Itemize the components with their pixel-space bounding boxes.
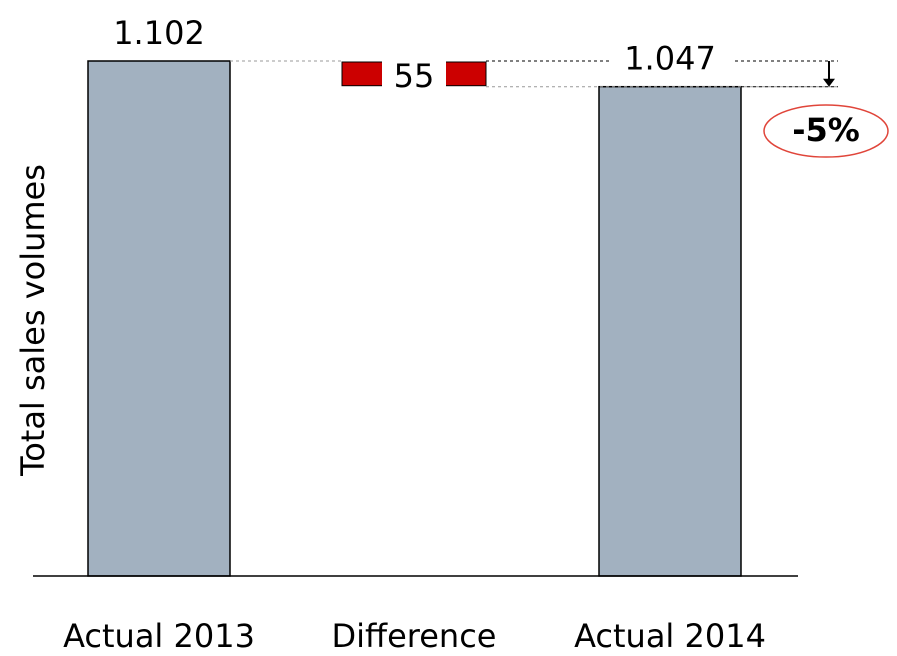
arrow-head [823,78,835,87]
value-label: 1.047 [624,40,716,78]
value-label: 1.102 [113,14,205,52]
x-tick-label: Difference [332,617,497,655]
bar [87,60,231,577]
annotation-circle [763,104,889,158]
x-tick-label: Actual 2013 [63,617,255,655]
annotation: -5% [792,111,860,149]
bar [598,85,742,577]
value-label: 55 [394,57,435,95]
label-bg [382,59,446,93]
x-tick-label: Actual 2014 [574,617,766,655]
y-axis-label: Total sales volumes [14,164,52,477]
